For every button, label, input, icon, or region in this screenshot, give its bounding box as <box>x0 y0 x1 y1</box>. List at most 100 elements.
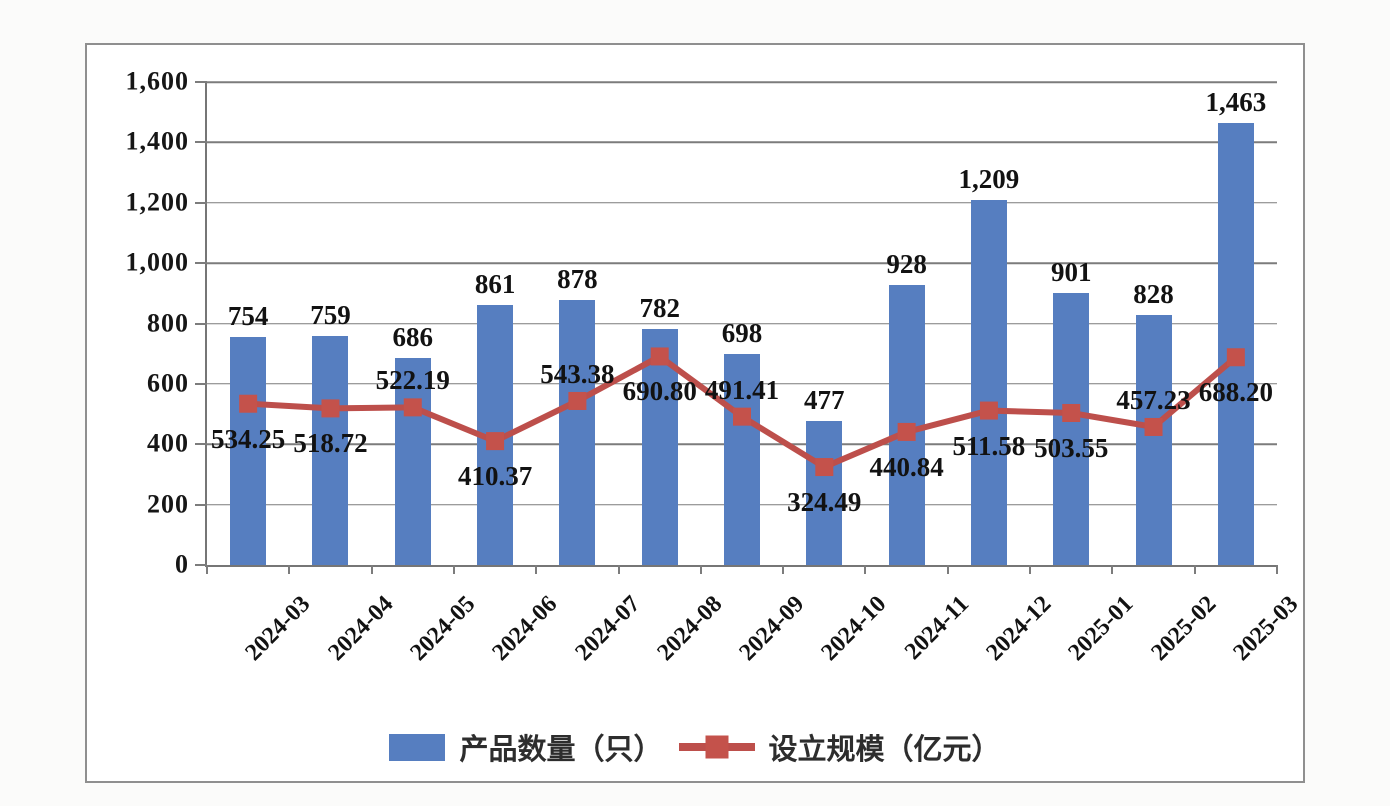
y-axis-tick-mark-icon <box>195 564 207 566</box>
chart-container: 0 200 400 600 800 1,000 1,200 1,400 1,600 754 759 6… <box>85 43 1305 783</box>
line-value-label: 688.20 <box>1198 377 1273 408</box>
bar-value-label: 698 <box>721 318 763 349</box>
legend-line-swatch-icon <box>678 733 755 761</box>
line-value-label: 410.37 <box>457 461 533 492</box>
bar <box>312 335 349 565</box>
grid-line <box>207 81 1277 83</box>
x-axis-tick-mark-icon <box>206 565 208 574</box>
bar-value-label: 477 <box>804 385 845 415</box>
y-axis-tick-mark-icon <box>195 141 207 144</box>
x-axis-tick-mark-icon <box>946 565 949 574</box>
bar <box>1135 315 1172 565</box>
line-marker-icon <box>321 399 340 418</box>
line-marker-icon <box>403 398 422 417</box>
legend-item-bar: 产品数量（只） <box>389 726 663 768</box>
bar <box>1053 293 1090 565</box>
line-series <box>239 347 1245 477</box>
y-axis-tick-mark-icon <box>195 262 207 265</box>
bar-value-label: 754 <box>227 301 269 332</box>
x-axis-tick-mark-icon <box>864 565 867 574</box>
y-axis-tick-label: 0 <box>175 549 189 579</box>
x-axis-tick-label: 2025-02 <box>1146 591 1222 666</box>
line-marker-icon <box>568 391 587 410</box>
line-value-label: 440.84 <box>869 451 944 482</box>
bar-value-label: 686 <box>392 321 434 352</box>
legend-item-line: 设立规模（亿元） <box>678 726 1001 768</box>
line-value-label: 503.55 <box>1034 432 1109 463</box>
y-axis-tick-mark-icon <box>195 503 207 506</box>
line-marker-icon <box>733 407 751 426</box>
x-axis-tick-mark-icon <box>1276 565 1278 574</box>
x-axis-tick-label: 2024-05 <box>405 591 481 666</box>
line-value-label: 543.38 <box>540 358 615 389</box>
line-marker-icon <box>239 394 258 413</box>
x-axis-tick-label: 2024-12 <box>981 591 1057 666</box>
bar <box>724 354 760 565</box>
x-axis-tick-label: 2024-10 <box>816 591 892 666</box>
bar-value-label: 759 <box>310 299 351 330</box>
grid-line <box>207 141 1277 144</box>
x-axis-tick-label: 2024-09 <box>734 591 810 666</box>
bar-value-label: 928 <box>886 248 927 279</box>
legend-line-label: 设立规模（亿元） <box>768 734 1001 766</box>
line-value-label: 324.49 <box>787 487 862 518</box>
line-marker-icon <box>1144 417 1163 436</box>
line-value-label: 457.23 <box>1116 384 1191 415</box>
legend: 产品数量（只） 设立规模（亿元） <box>87 727 1303 767</box>
bar-value-label: 1,209 <box>958 164 1020 195</box>
y-axis-tick-label: 1,000 <box>125 247 189 277</box>
x-axis-tick-mark-icon <box>452 565 455 574</box>
x-axis-tick-mark-icon <box>782 565 785 574</box>
bar <box>806 421 843 565</box>
y-axis-tick-mark-icon <box>195 443 207 446</box>
grid-line <box>207 202 1277 204</box>
bar <box>394 357 431 565</box>
x-axis-tick-label: 2024-03 <box>240 591 316 666</box>
x-axis-tick-mark-icon <box>617 565 620 574</box>
plot-area: 0 200 400 600 800 1,000 1,200 1,400 1,600 754 759 6… <box>126 66 1304 666</box>
line-marker-icon <box>486 432 505 451</box>
line-value-label: 522.19 <box>375 365 450 396</box>
grid-line <box>207 262 1277 264</box>
line-value-label: 518.72 <box>293 428 368 459</box>
x-axis-tick-mark-icon <box>1193 565 1196 574</box>
y-axis-tick-label: 800 <box>147 307 189 337</box>
x-axis-tick-label: 2024-08 <box>652 591 728 666</box>
x-axis-tick-mark-icon <box>1029 565 1032 574</box>
line-marker-icon <box>979 401 998 420</box>
x-axis-tick-mark-icon <box>370 565 373 574</box>
legend-line-marker-icon <box>705 735 728 759</box>
line-value-label: 491.41 <box>704 374 780 405</box>
bar-value-label: 782 <box>639 292 680 323</box>
y-axis-tick-label: 400 <box>147 428 189 458</box>
x-axis-tick-mark-icon <box>535 565 538 574</box>
line-value-label: 690.80 <box>622 376 697 407</box>
bar <box>230 337 267 565</box>
line-marker-icon <box>815 458 834 477</box>
line-value-label: 534.25 <box>211 423 286 454</box>
legend-bar-label: 产品数量（只） <box>459 734 663 766</box>
x-axis-tick-label: 2025-03 <box>1228 591 1304 666</box>
x-axis-tick-mark-icon <box>1111 565 1114 574</box>
line-marker-icon <box>650 347 669 366</box>
line-value-label: 511.58 <box>952 430 1026 461</box>
line-marker-icon <box>1226 348 1245 367</box>
bar-value-label: 1,463 <box>1205 87 1267 118</box>
x-axis-tick-label: 2025-01 <box>1063 591 1139 666</box>
x-axis-tick-label: 2024-04 <box>323 591 399 666</box>
y-axis-tick-mark-icon <box>195 382 207 385</box>
bar-value-label: 861 <box>474 269 516 300</box>
y-axis-tick-mark-icon <box>195 322 207 325</box>
y-axis-tick-label: 1,200 <box>125 187 189 217</box>
line-marker-icon <box>897 422 916 441</box>
y-axis-tick-mark-icon <box>195 201 207 204</box>
bar <box>970 200 1007 565</box>
bar-value-label: 901 <box>1050 257 1092 287</box>
bar-value-label: 878 <box>557 263 598 294</box>
y-axis-tick-label: 200 <box>147 489 189 519</box>
y-axis-tick-label: 1,400 <box>125 126 189 156</box>
grid-line <box>207 322 1277 325</box>
bar-value-label: 828 <box>1133 279 1174 310</box>
x-axis-tick-label: 2024-11 <box>900 591 975 666</box>
x-axis-tick-mark-icon <box>288 565 291 574</box>
